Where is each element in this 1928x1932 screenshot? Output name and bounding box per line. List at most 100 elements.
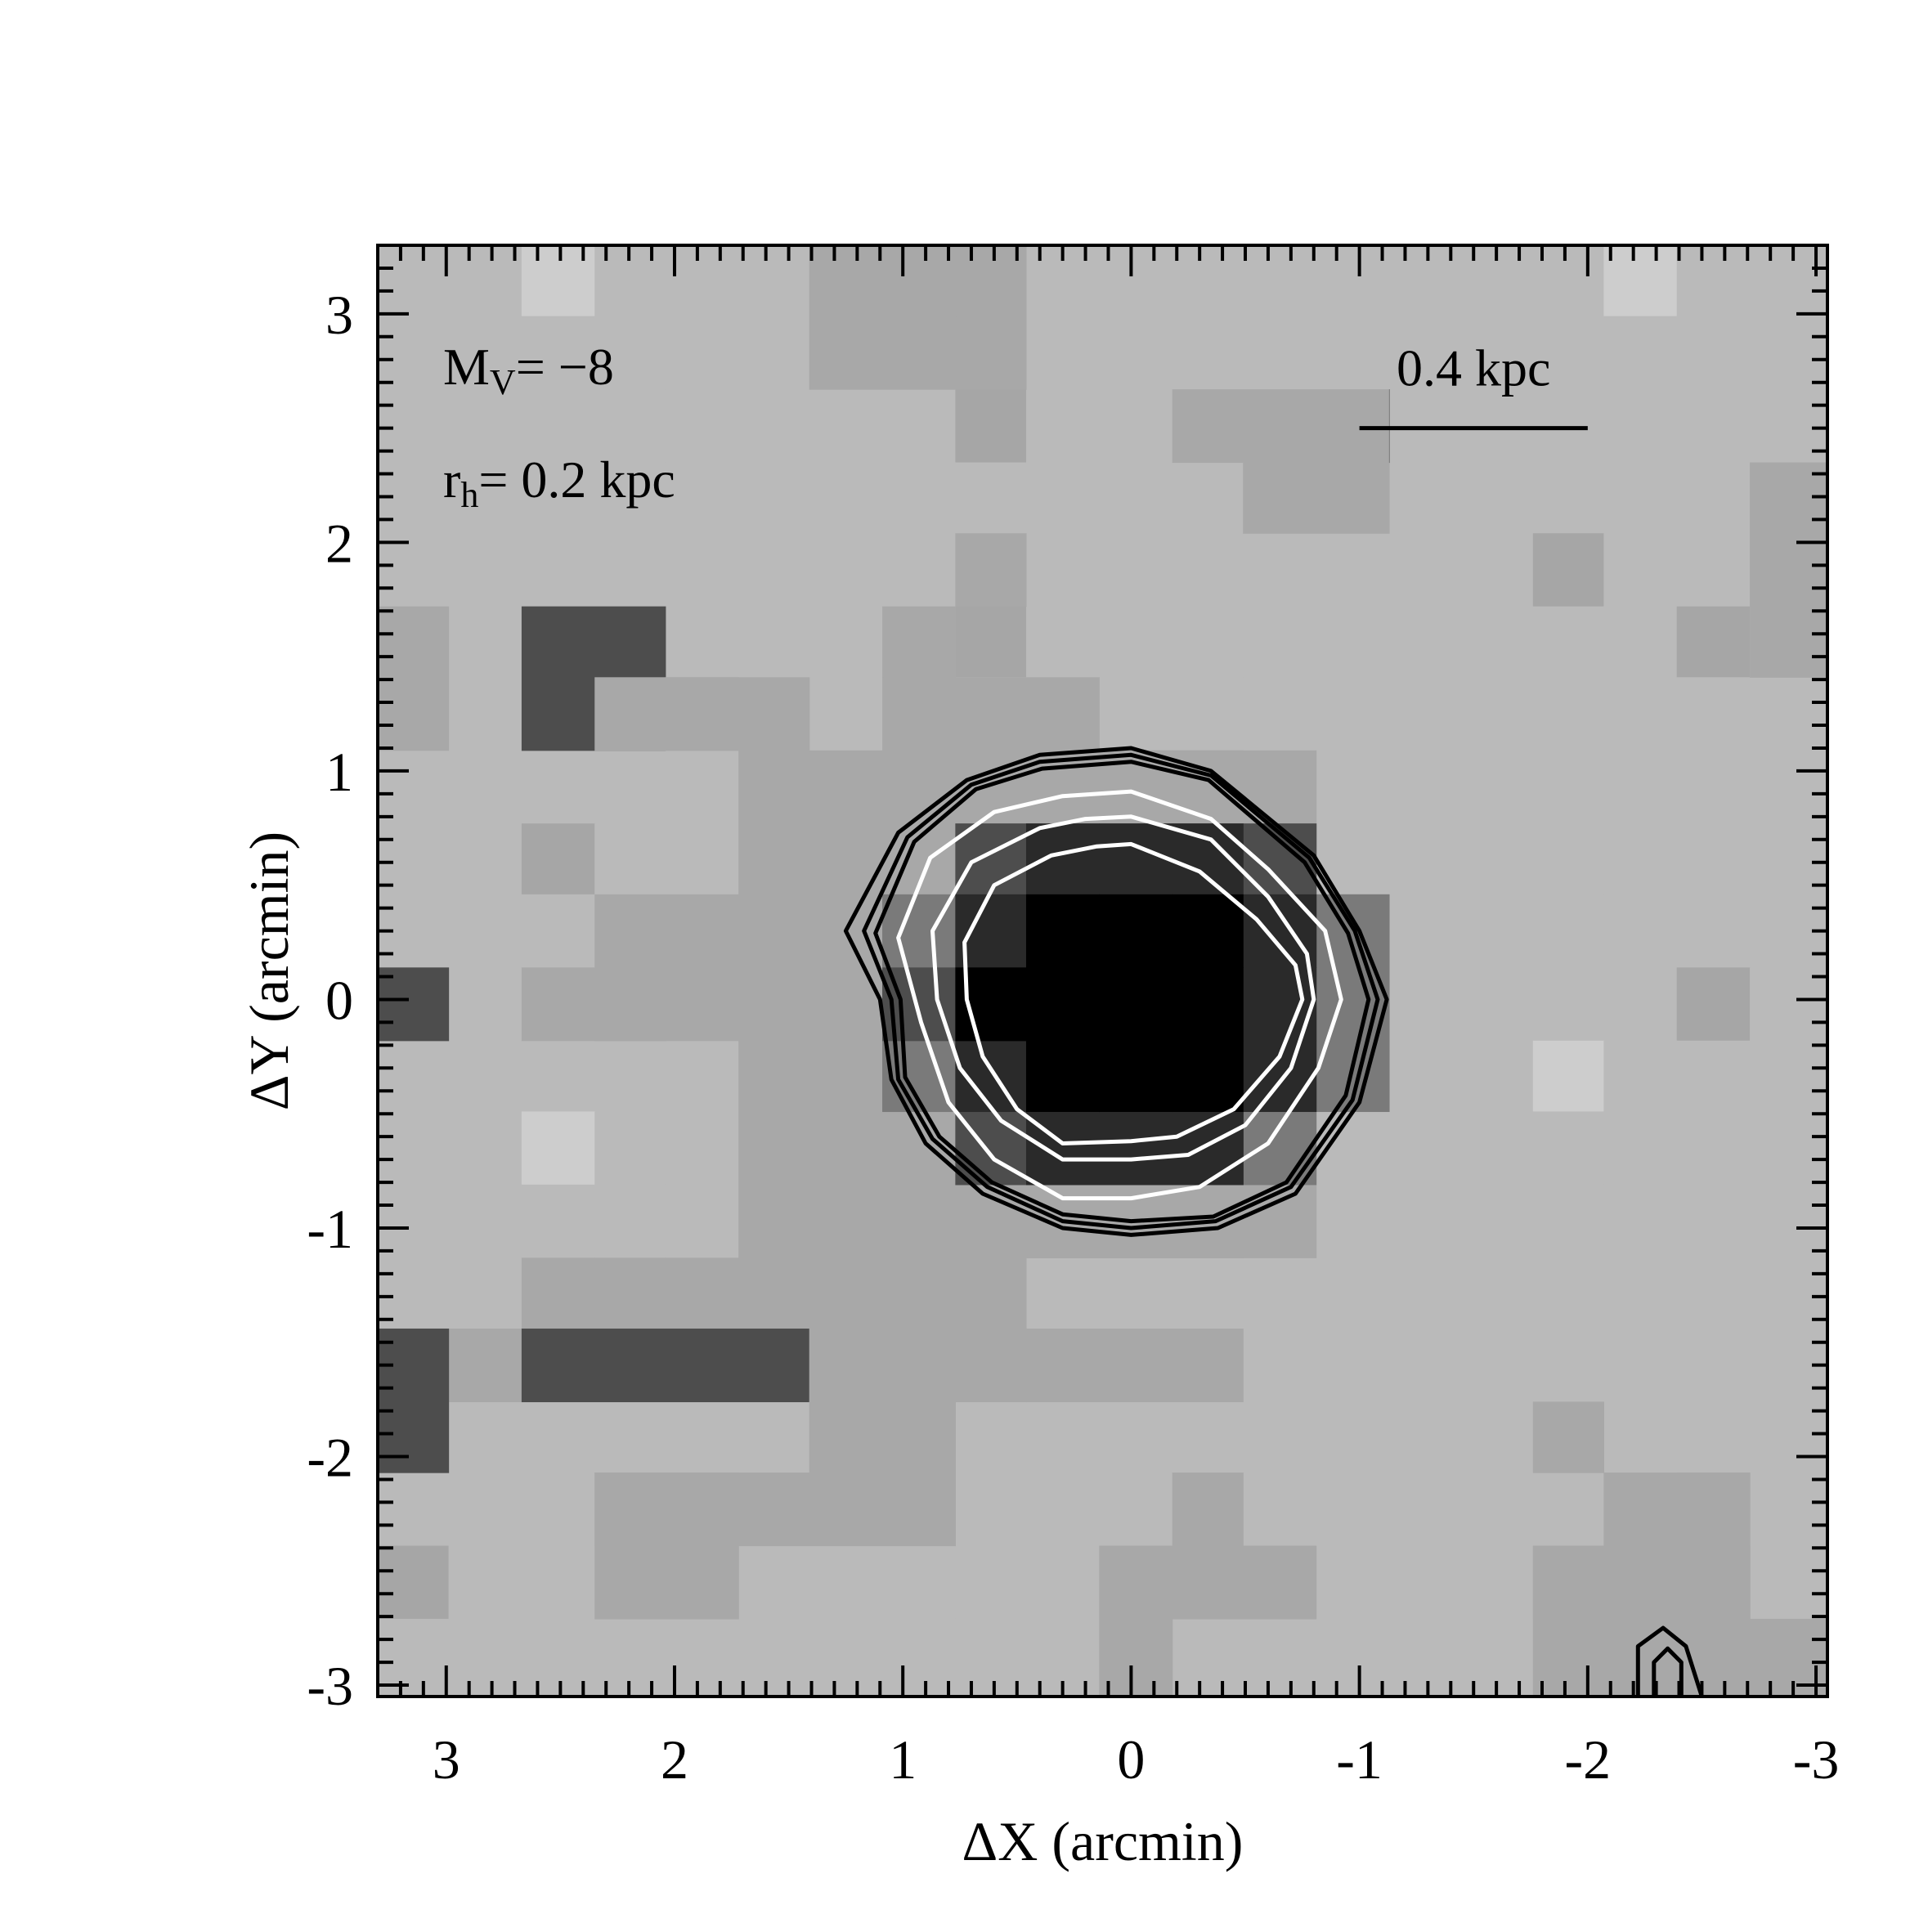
image-pixel (1388, 894, 1461, 968)
image-pixel (738, 316, 810, 390)
image-pixel (1388, 462, 1461, 534)
image-pixel (448, 245, 522, 317)
image-pixel (1316, 1473, 1390, 1547)
image-pixel (1750, 1040, 1828, 1113)
image-pixel (1459, 1473, 1534, 1547)
image-pixel (665, 823, 739, 895)
image-pixel-block (1532, 1401, 1604, 1473)
image-pixel (1603, 316, 1678, 390)
image-pixel-block (665, 677, 810, 751)
image-pixel (1025, 389, 1100, 464)
image-pixel (809, 606, 883, 678)
image-pixel (448, 823, 522, 895)
image-pixel (1676, 823, 1751, 895)
x-axis-label: ΔX (arcmin) (962, 1810, 1244, 1872)
image-pixel (1676, 1111, 1751, 1186)
image-pixel (1603, 750, 1678, 824)
image-pixel (1532, 1111, 1604, 1186)
image-pixel (1676, 245, 1751, 317)
image-pixel (665, 462, 739, 534)
image-pixel (1388, 1040, 1461, 1113)
image-pixel (448, 533, 522, 607)
x-tick-label: 3 (433, 1728, 460, 1791)
image-pixel (1459, 316, 1534, 390)
image-pixel (378, 1111, 450, 1186)
image-pixel (1459, 1328, 1534, 1403)
image-pixel-block (1172, 1545, 1317, 1620)
image-pixel (521, 894, 595, 968)
image-pixel (1099, 462, 1173, 534)
image-pixel (1025, 1257, 1100, 1329)
image-pixel (882, 533, 957, 607)
image-pixel (1532, 1184, 1604, 1258)
image-pixel (521, 1111, 595, 1186)
image-pixel (665, 316, 739, 390)
image-pixel (594, 823, 666, 895)
y-tick-label: -1 (307, 1198, 353, 1260)
image-pixel (521, 389, 595, 464)
image-pixel (521, 1473, 595, 1547)
image-pixel (378, 1040, 450, 1113)
image-pixel (521, 823, 595, 895)
image-pixel (1316, 1184, 1390, 1258)
y-tick-label: 3 (325, 284, 353, 346)
image-pixel (1603, 1401, 1678, 1473)
image-pixel (1459, 462, 1534, 534)
image-pixel (809, 389, 883, 464)
image-pixel (738, 245, 810, 317)
core-pixel (1025, 967, 1100, 1042)
image-pixel (1099, 389, 1173, 464)
image-pixel (521, 533, 595, 607)
image-pixel (665, 533, 739, 607)
image-pixel (1243, 606, 1317, 678)
image-pixel (1099, 1401, 1173, 1473)
image-pixel (1459, 894, 1534, 968)
image-pixel (1603, 894, 1678, 968)
image-pixel-block (594, 1473, 810, 1547)
image-pixel (1388, 1545, 1461, 1620)
image-pixel (1316, 606, 1390, 678)
image-pixel (1750, 1473, 1828, 1547)
image-pixel (1532, 533, 1604, 607)
image-pixel (955, 462, 1027, 534)
image-pixel (1025, 1473, 1100, 1547)
image-pixel (378, 1473, 450, 1547)
image-pixel (1676, 389, 1751, 464)
image-pixel (1316, 750, 1390, 824)
image-pixel (521, 1184, 595, 1258)
image-pixel (1603, 967, 1678, 1042)
x-tick-label: -2 (1564, 1728, 1611, 1791)
image-pixel (1750, 1111, 1828, 1186)
image-pixel (448, 1401, 522, 1473)
mv-value: = −8 (516, 338, 614, 396)
image-pixel (378, 750, 450, 824)
image-pixel (882, 1618, 957, 1697)
image-pixel (521, 462, 595, 534)
image-pixel (448, 894, 522, 968)
image-pixel (1388, 1184, 1461, 1258)
image-pixel (809, 677, 883, 751)
image-pixel (1676, 1184, 1751, 1258)
image-pixel (738, 606, 810, 678)
image-pixel (1676, 316, 1751, 390)
image-pixel (1603, 677, 1678, 751)
image-pixel (1025, 1401, 1100, 1473)
image-pixel (738, 1545, 810, 1620)
image-pixel (809, 533, 883, 607)
image-pixel (1676, 1257, 1751, 1329)
contour-layer (843, 746, 1704, 1697)
image-pixel (1388, 677, 1461, 751)
image-pixel-block (1532, 1545, 1751, 1697)
y-tick-labels: -3 -2 -1 0 1 2 3 (307, 284, 353, 1717)
image-pixel (448, 677, 522, 751)
image-pixel (1388, 750, 1461, 824)
image-pixel (448, 462, 522, 534)
image-pixel (882, 389, 957, 464)
image-pixel (1750, 967, 1828, 1042)
image-pixel-block (378, 967, 450, 1042)
core-pixel (1025, 823, 1100, 895)
x-tick-label: 0 (1117, 1728, 1145, 1791)
image-pixel-block (1172, 1473, 1244, 1547)
image-pixel (1243, 1257, 1317, 1329)
image-pixel (1243, 1401, 1317, 1473)
